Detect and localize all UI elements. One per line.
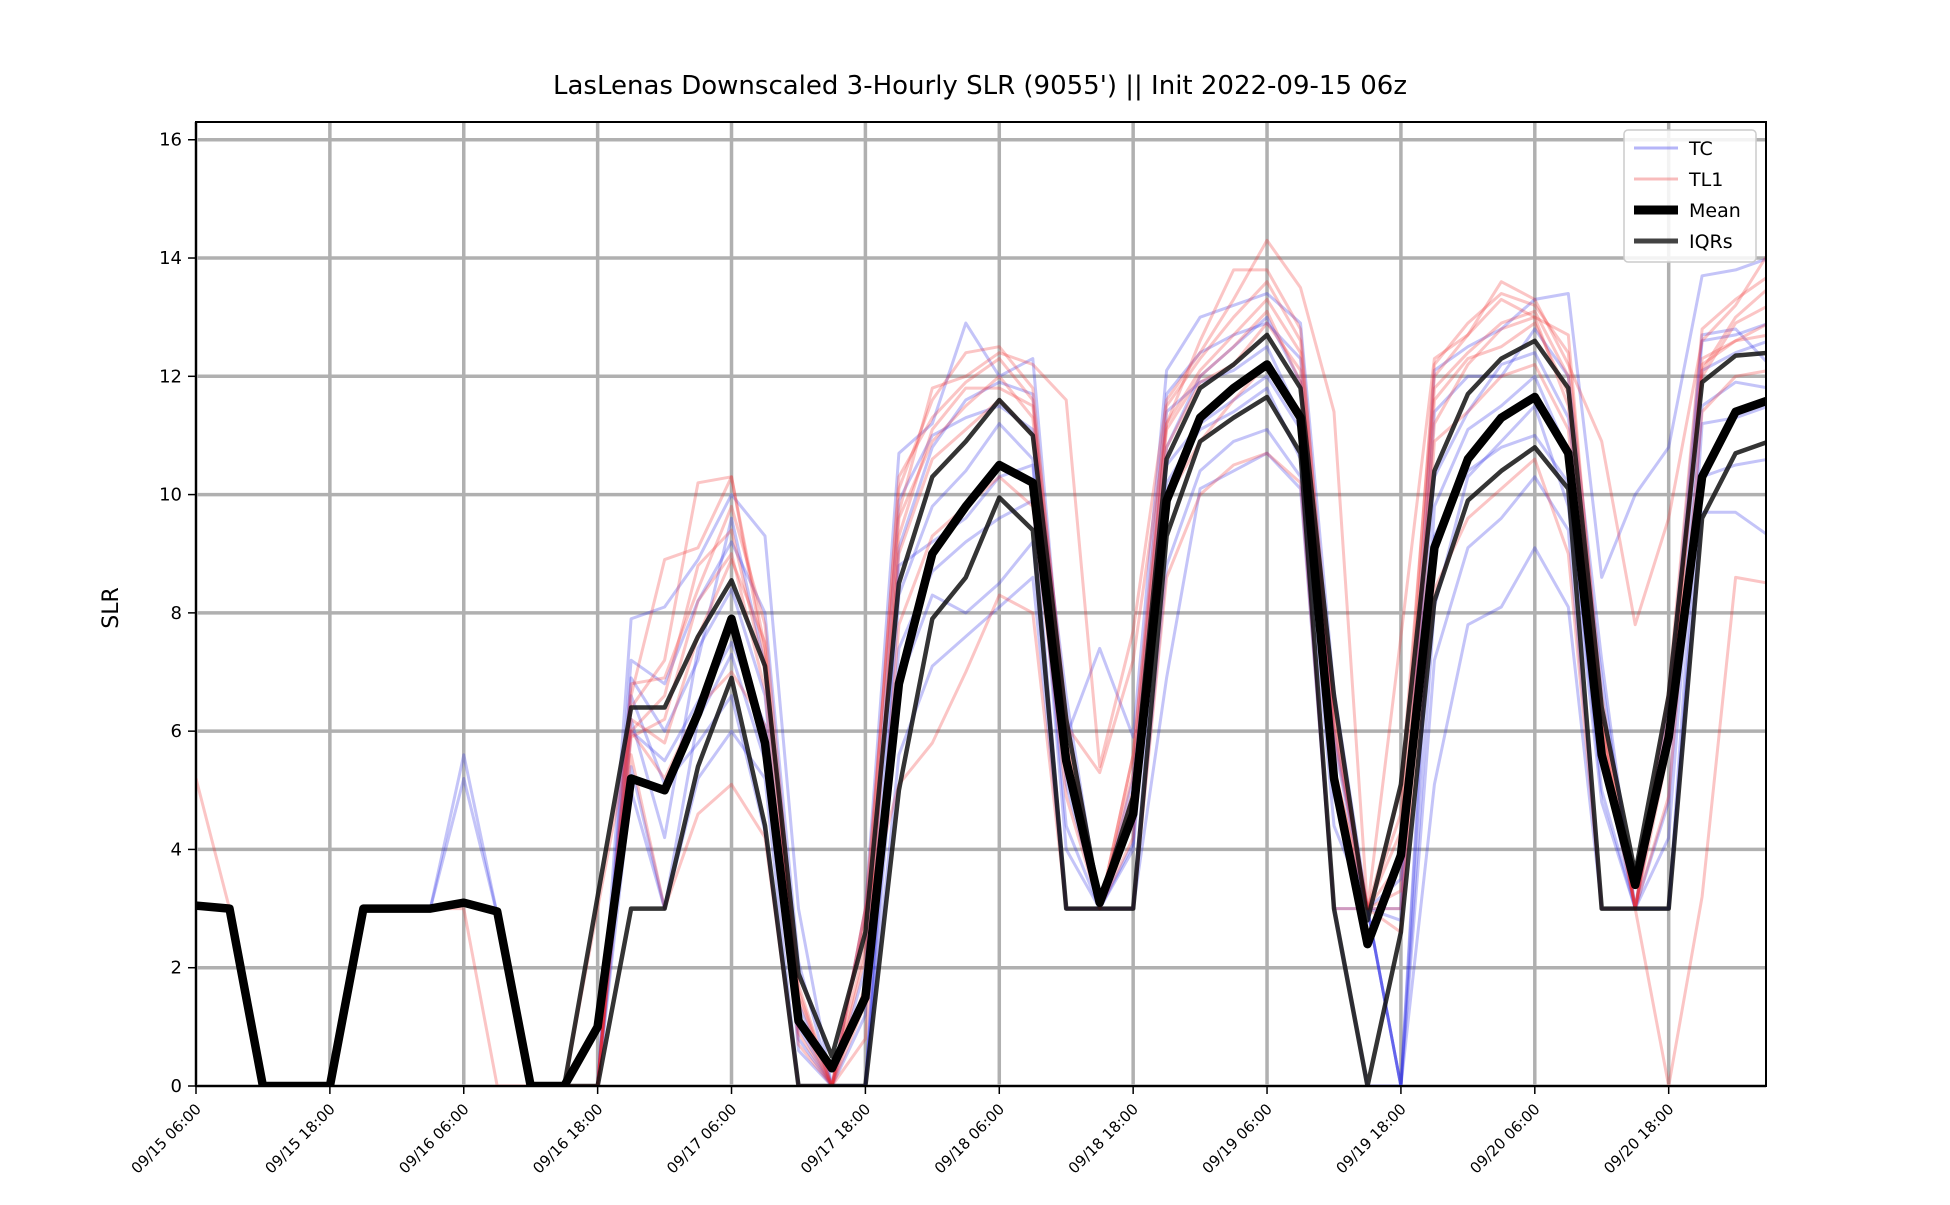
- x-tick-label: 09/17 18:00: [797, 1100, 874, 1177]
- y-tick-label: 8: [171, 603, 182, 624]
- tl1-member-line: [196, 238, 1766, 1086]
- tc-member-line: [196, 257, 1766, 1086]
- legend-label: IQRs: [1689, 231, 1733, 253]
- x-tick-label: 09/18 18:00: [1065, 1100, 1142, 1177]
- y-tick-label: 16: [159, 130, 182, 151]
- x-tick-label: 09/18 06:00: [931, 1100, 1008, 1177]
- grid-lines: [194, 122, 1766, 1088]
- x-tick-label: 09/16 18:00: [529, 1100, 606, 1177]
- y-axis-label: SLR: [99, 587, 124, 629]
- x-tick-label: 09/19 06:00: [1199, 1100, 1276, 1177]
- legend: TC TL1 Mean IQRs: [1623, 129, 1757, 263]
- x-tick-label: 09/15 06:00: [128, 1100, 205, 1177]
- x-axis-ticks: 09/15 06:00 09/15 18:00 09/16 06:00 09/16 1…: [128, 1086, 1678, 1177]
- x-tick-label: 09/16 06:00: [395, 1100, 472, 1177]
- x-tick-label: 09/20 18:00: [1600, 1100, 1677, 1177]
- y-axis-ticks: 0 2 4 6 8 10 12 14 16: [159, 130, 196, 1097]
- legend-label: TC: [1688, 138, 1713, 160]
- y-tick-label: 10: [159, 485, 182, 506]
- x-tick-label: 09/20 06:00: [1466, 1100, 1543, 1177]
- mean-line: [196, 360, 1766, 1086]
- y-tick-label: 4: [171, 839, 182, 860]
- y-tick-label: 2: [171, 958, 182, 979]
- x-tick-label: 09/15 18:00: [261, 1100, 338, 1177]
- y-tick-label: 12: [159, 366, 182, 387]
- tc-member-line: [196, 315, 1766, 1086]
- chart-title: LasLenas Downscaled 3-Hourly SLR (9055')…: [553, 71, 1407, 101]
- legend-label: TL1: [1688, 169, 1723, 191]
- y-tick-label: 14: [159, 248, 182, 269]
- legend-label: Mean: [1689, 200, 1741, 222]
- legend-box: [1623, 129, 1757, 263]
- x-tick-label: 09/19 18:00: [1333, 1100, 1410, 1177]
- y-tick-label: 6: [171, 721, 182, 742]
- x-tick-label: 09/17 06:00: [663, 1100, 740, 1177]
- y-tick-label: 0: [171, 1076, 182, 1097]
- series-lines: [196, 238, 1766, 1086]
- plot-frame: [195, 121, 1767, 1087]
